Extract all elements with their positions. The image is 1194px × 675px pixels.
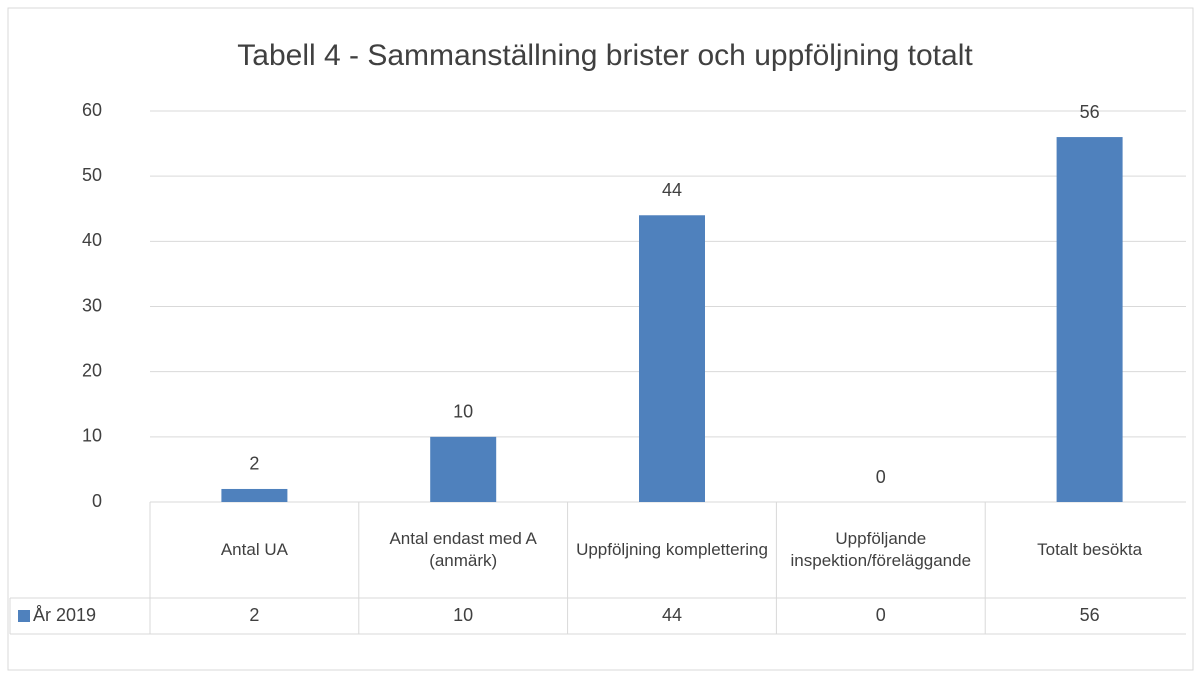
chart-title: Tabell 4 - Sammanställning brister och u… <box>237 39 973 72</box>
data-label: 0 <box>876 467 886 487</box>
bar <box>221 488 288 502</box>
y-tick-label: 20 <box>82 360 102 380</box>
y-tick-label: 0 <box>92 491 102 511</box>
x-tick-label: Uppföljning komplettering <box>576 540 768 559</box>
legend-label: År 2019 <box>33 605 96 625</box>
chart-border <box>7 7 1194 671</box>
legend-swatch <box>18 610 30 622</box>
table-value: 2 <box>249 605 259 625</box>
x-tick-label: Antal UA <box>220 540 288 559</box>
bar <box>639 215 705 502</box>
data-label: 10 <box>453 402 473 422</box>
y-tick-label: 60 <box>82 100 102 120</box>
table-value: 10 <box>453 605 473 625</box>
y-tick-label: 30 <box>82 295 102 315</box>
data-label: 44 <box>662 180 682 200</box>
bar <box>1056 137 1123 503</box>
x-tick-label: Uppföljande inspektion/föreläggande <box>790 529 972 570</box>
x-tick-label: Antal endast med A (anmärk) <box>389 529 537 570</box>
y-tick-label: 10 <box>82 426 102 446</box>
data-label: 56 <box>1080 102 1100 122</box>
table-value: 0 <box>876 605 886 625</box>
data-label: 2 <box>249 454 259 474</box>
table-value: 44 <box>662 605 682 625</box>
table-value: 56 <box>1080 605 1100 625</box>
bar <box>430 436 497 502</box>
x-tick-label: Totalt besökta <box>1037 540 1143 559</box>
y-tick-label: 50 <box>82 165 102 185</box>
y-tick-label: 40 <box>82 230 102 250</box>
